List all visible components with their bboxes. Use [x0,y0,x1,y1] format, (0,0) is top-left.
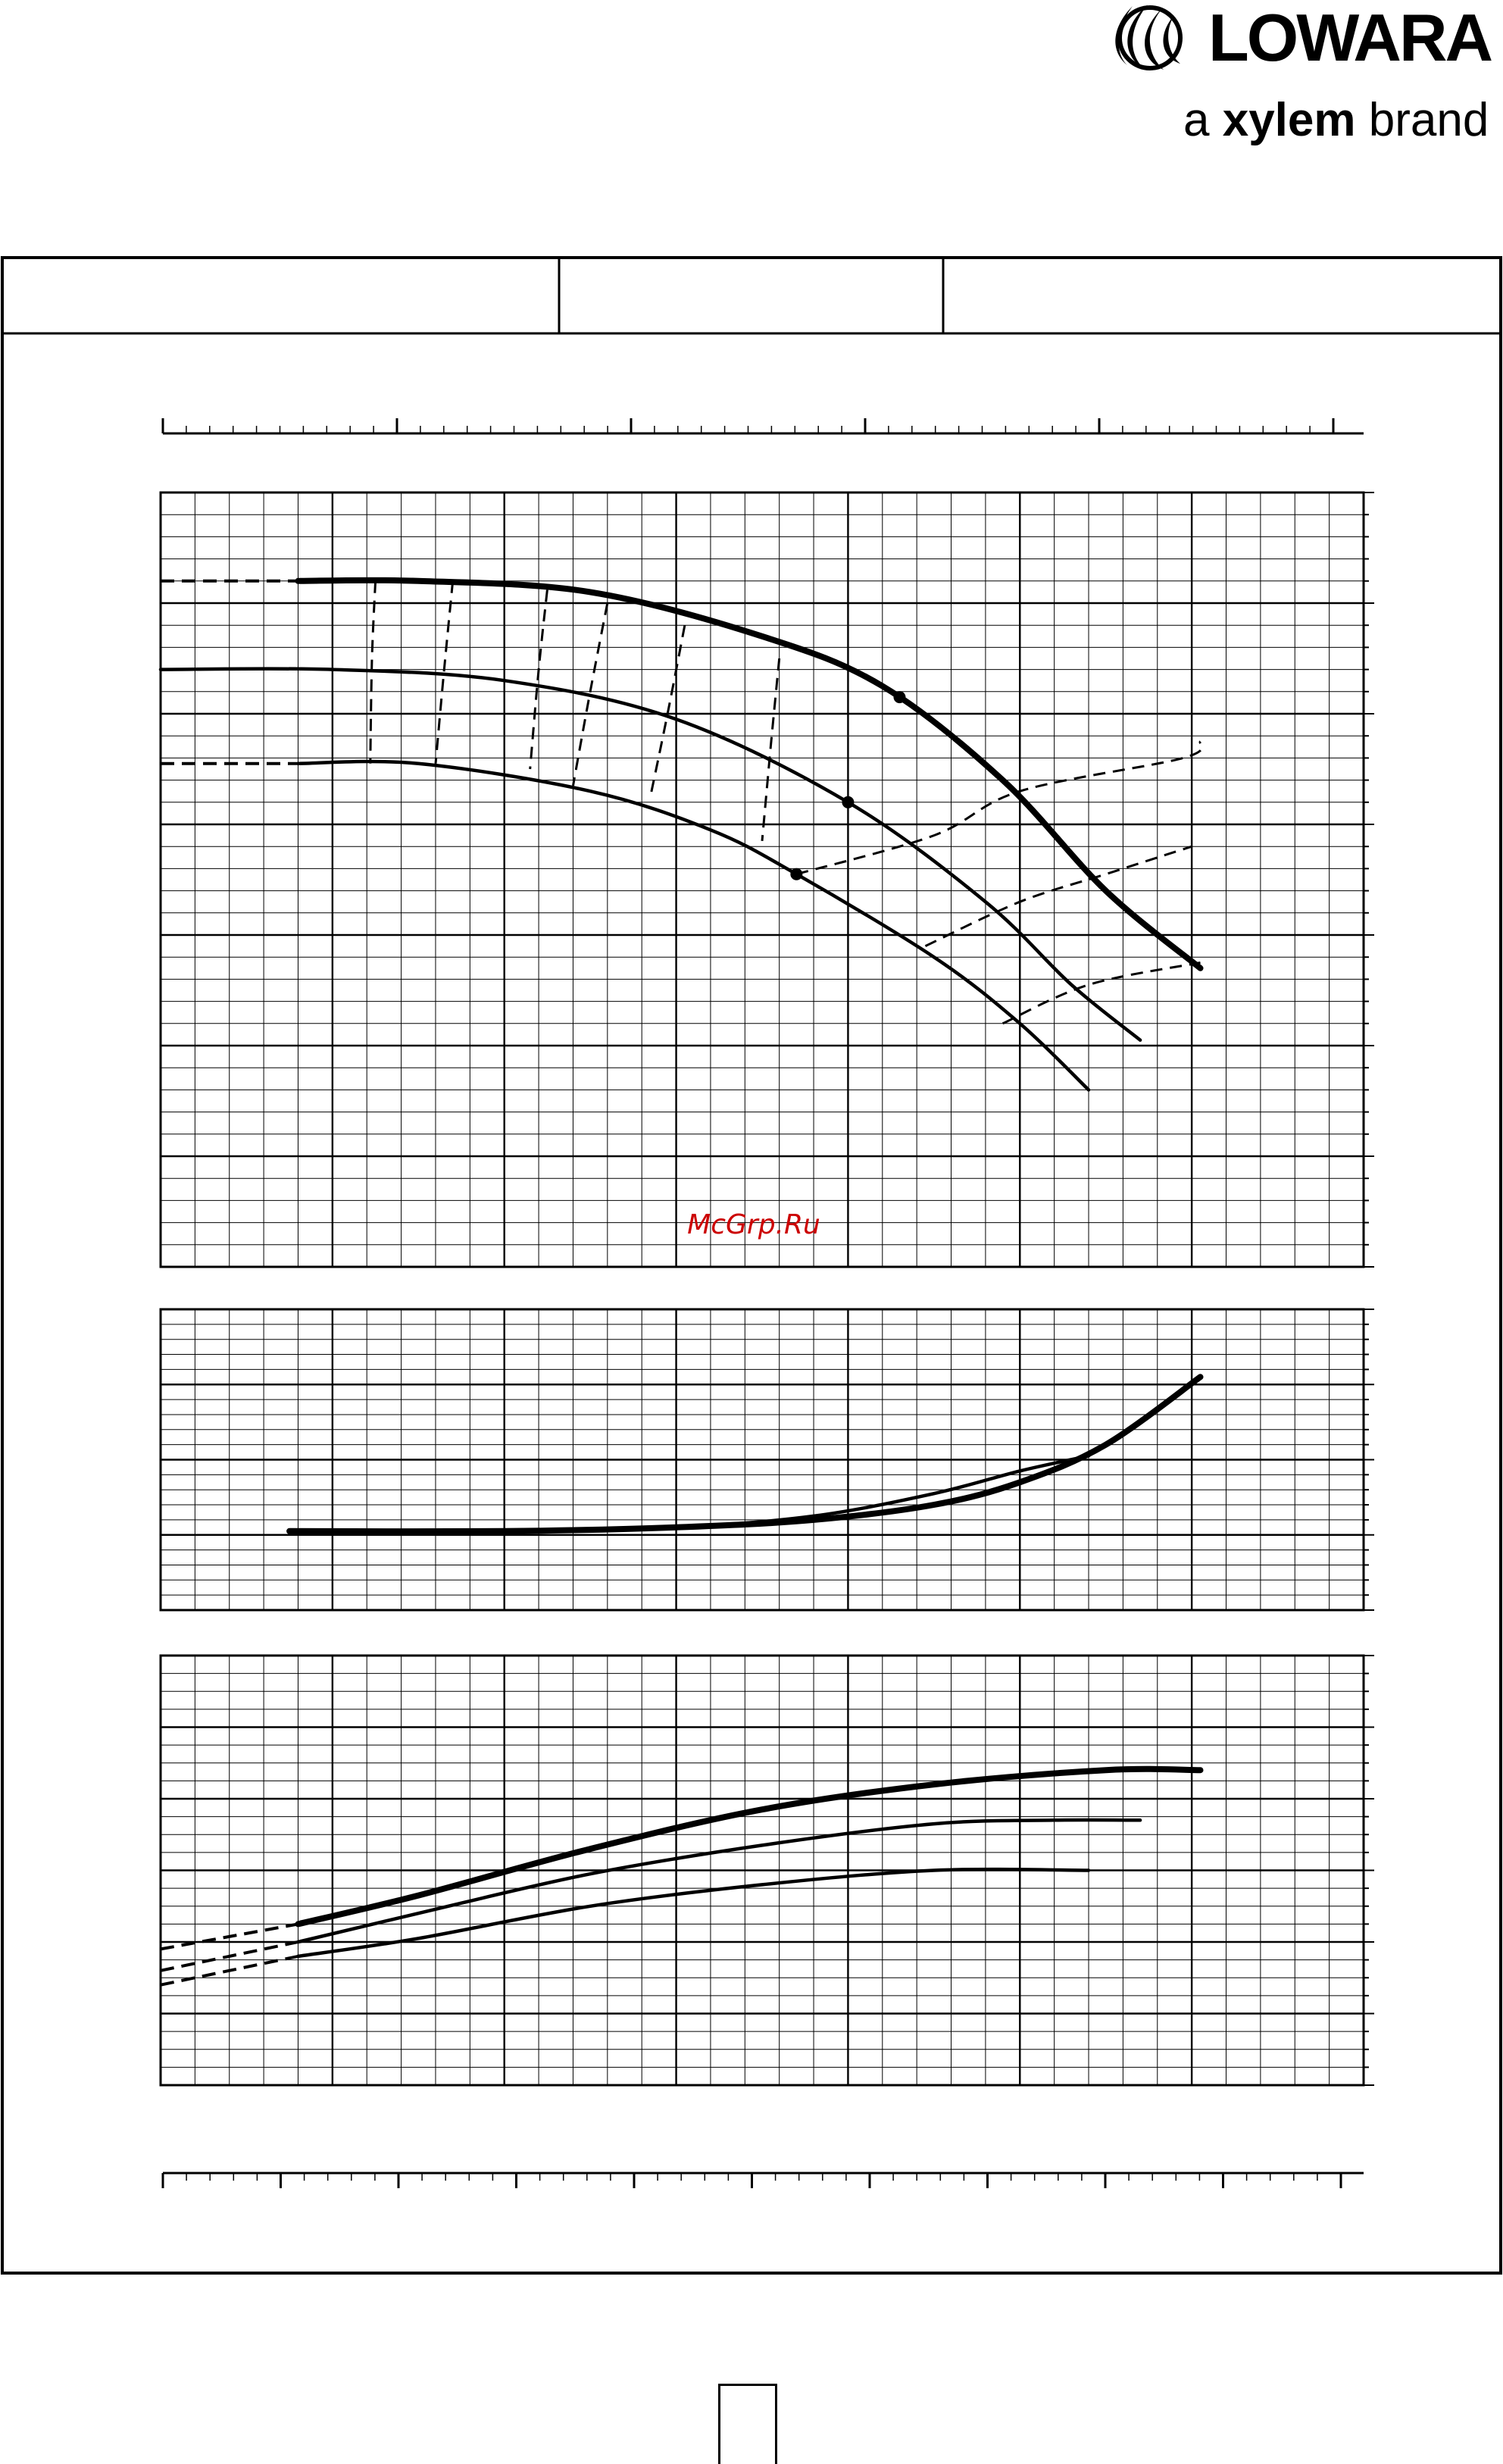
dashed-extrapolation [160,1940,298,1972]
dashed-iso-line [369,580,377,764]
dashed-iso-line [649,624,686,797]
dashed-iso-line [761,658,781,842]
tagline-brand: xylem [1222,94,1356,146]
series-line [295,1765,1204,1928]
dashed-iso-line [795,740,1204,876]
brand-tagline: a xylem brand [1183,97,1489,144]
brand-name: LOWARA [1208,0,1493,75]
data-point [790,868,803,880]
series-line [287,1454,1091,1534]
series-line [296,759,1091,1092]
data-point [893,691,906,704]
chart-panel-power [159,1654,1374,2087]
watermark-text: McGrp.Ru [687,1209,820,1240]
chart-panel-head-capacity [158,491,1374,1268]
page-number-box [718,2384,777,2464]
panel-frame [159,491,1365,1268]
lowara-logo: LOWARA a xylem brand [1106,0,1503,152]
tagline-prefix: a [1183,94,1223,146]
series-line [295,577,1204,971]
dashed-iso-line [529,589,548,770]
dashed-extrapolation [160,1954,298,1987]
dashed-extrapolation [160,1922,298,1951]
chart-panel-npsh [159,1308,1374,1612]
dashed-iso-line [434,580,455,764]
series-line [296,1818,1142,1944]
outer-frame [1,256,1502,2275]
data-point [842,796,855,808]
dashed-iso-line [1001,962,1201,1025]
dashed-iso-line [572,602,609,786]
dashed-iso-line [924,845,1192,947]
tagline-suffix: brand [1355,94,1489,146]
series-line [158,667,1142,1042]
series-line [296,1867,1091,1959]
droplet-logo-icon [1115,5,1183,70]
